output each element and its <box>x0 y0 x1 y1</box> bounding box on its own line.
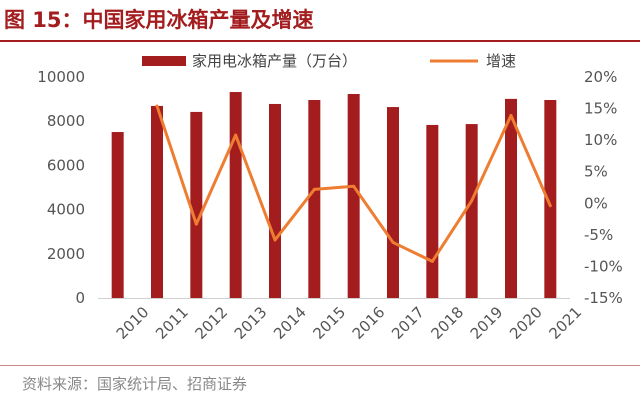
growth-point-2014 <box>273 238 277 242</box>
right-axis-tick-label: 15% <box>584 100 617 118</box>
x-axis-tick-label: 2017 <box>388 303 428 343</box>
x-axis-tick-label: 2019 <box>467 303 507 343</box>
chart-title: 图 15：中国家用冰箱产量及增速 <box>4 8 314 32</box>
growth-point-2011 <box>155 104 159 108</box>
right-axis-tick-label: -5% <box>584 226 613 244</box>
growth-point-2018 <box>430 259 434 263</box>
bar-2012 <box>190 111 203 298</box>
growth-point-2020 <box>509 114 513 118</box>
left-axis-tick-label: 0 <box>75 289 85 307</box>
right-axis-tick-label: 0% <box>584 194 608 212</box>
bar-2011 <box>151 105 163 299</box>
left-axis-tick-label: 4000 <box>47 201 85 219</box>
x-axis-tick-label: 2020 <box>506 303 546 343</box>
right-axis-tick-label: -15% <box>584 289 623 307</box>
x-axis-tick-label: 2013 <box>231 303 271 343</box>
x-axis-tick-label: 2018 <box>427 303 467 343</box>
left-axis-tick-label: 6000 <box>47 156 85 174</box>
x-axis-tick-label: 2012 <box>191 303 231 343</box>
right-axis-tick-label: -10% <box>584 257 623 275</box>
source-note: 资料来源：国家统计局、招商证券 <box>22 375 248 393</box>
bar-2018 <box>426 124 439 298</box>
left-axis-tick-label: 10000 <box>37 68 85 86</box>
bar-2016 <box>347 94 360 298</box>
growth-point-2021 <box>548 204 552 208</box>
bar-2020 <box>505 98 517 298</box>
x-axis-tick-label: 2015 <box>309 303 349 343</box>
bar-2019 <box>465 124 478 298</box>
legend-swatch-bar <box>142 56 186 66</box>
x-axis-tick-label: 2016 <box>349 303 389 343</box>
title-divider <box>0 40 640 42</box>
x-axis-tick-label: 2014 <box>270 303 310 343</box>
legend-label-bar: 家用电冰箱产量（万台） <box>192 52 357 70</box>
bar-2021 <box>544 99 557 298</box>
bar-2010 <box>111 132 124 298</box>
bar-2017 <box>387 107 399 298</box>
growth-point-2012 <box>194 222 198 226</box>
bar-2015 <box>308 99 321 298</box>
x-axis-tick-label: 2010 <box>113 303 153 343</box>
growth-point-2013 <box>234 133 238 137</box>
x-axis-tick-label: 2021 <box>545 303 585 343</box>
growth-point-2016 <box>352 184 356 188</box>
right-axis-tick-label: 5% <box>584 163 608 181</box>
growth-point-2015 <box>312 187 316 191</box>
bar-2013 <box>229 92 242 298</box>
left-axis-tick-label: 2000 <box>47 245 85 263</box>
right-axis-tick-label: 10% <box>584 131 617 149</box>
growth-point-2019 <box>470 199 474 203</box>
left-axis-tick-label: 8000 <box>47 112 85 130</box>
growth-point-2017 <box>391 240 395 244</box>
right-axis-tick-label: 20% <box>584 68 617 86</box>
bar-2014 <box>269 103 281 298</box>
legend-label-line: 增速 <box>486 52 516 70</box>
x-axis-tick-label: 2011 <box>152 303 192 343</box>
source-divider <box>0 365 640 366</box>
